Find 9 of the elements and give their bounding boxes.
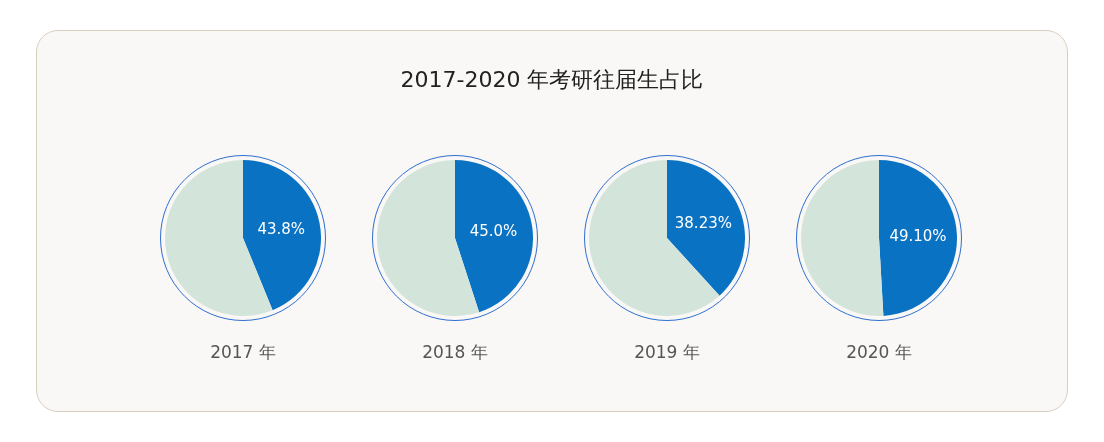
- data-label: 49.10%: [889, 226, 947, 245]
- text: 2018 年: [422, 341, 488, 364]
- data-label: 38.23%: [674, 213, 732, 232]
- data-label: 45.0%: [469, 221, 518, 240]
- data-label: 43.8%: [257, 220, 306, 239]
- text: 2017-2020 年考研往届生占比: [399, 66, 705, 94]
- text: 2017 年: [210, 341, 276, 364]
- text: 2019 年: [634, 341, 700, 364]
- text: 2020 年: [846, 341, 912, 364]
